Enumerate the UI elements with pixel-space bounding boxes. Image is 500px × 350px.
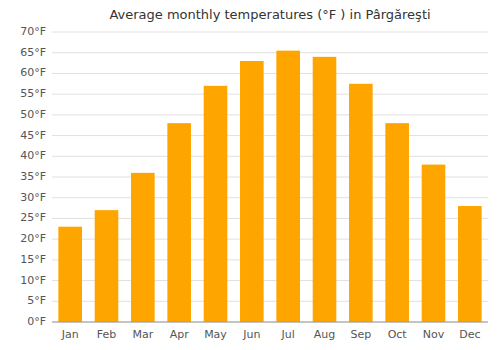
x-tick-label: Nov	[423, 328, 445, 341]
bar	[167, 123, 191, 322]
x-tick-label: Aug	[314, 328, 335, 341]
y-tick-label: 0°F	[27, 315, 46, 328]
bar	[349, 84, 373, 322]
grid	[52, 32, 488, 322]
y-tick-label: 10°F	[20, 274, 46, 287]
x-tick-label: Apr	[170, 328, 190, 341]
y-tick-label: 15°F	[20, 253, 46, 266]
y-tick-label: 30°F	[20, 191, 46, 204]
y-tick-label: 35°F	[20, 170, 46, 183]
y-tick-label: 65°F	[20, 46, 46, 59]
grid-line	[52, 52, 488, 53]
y-tick-label: 55°F	[20, 87, 46, 100]
bars	[58, 51, 481, 322]
y-tick-label: 60°F	[20, 66, 46, 79]
y-tick-label: 5°F	[27, 294, 46, 307]
bar	[458, 206, 482, 322]
bar	[204, 86, 228, 322]
grid-line	[52, 32, 488, 33]
x-axis: Jan Feb Mar Apr May Jun Jul Aug Sep Oct Nov Dec	[52, 322, 488, 341]
bar	[95, 210, 119, 322]
x-tick-label: Oct	[388, 328, 408, 341]
bar	[58, 227, 82, 322]
x-tick-label: Mar	[132, 328, 153, 341]
bar	[422, 165, 446, 322]
grid-line	[52, 73, 488, 74]
chart: 0°F 5°F 10°F 15°F 20°F 25°F 30°F 35°F 40°F 45°F 50…	[0, 0, 500, 350]
bar	[313, 57, 337, 322]
title: Average monthly temperatures (°F ) in Pâ…	[109, 7, 430, 22]
grid-line	[52, 156, 488, 157]
x-tick-label: Feb	[97, 328, 116, 341]
y-tick-label: 50°F	[20, 108, 46, 121]
x-tick-label: Jan	[61, 328, 79, 341]
x-tick-label: Sep	[350, 328, 371, 341]
x-tick-label: Dec	[459, 328, 480, 341]
grid-line	[52, 135, 488, 136]
x-tick-label: Jun	[242, 328, 260, 341]
y-axis: 0°F 5°F 10°F 15°F 20°F 25°F 30°F 35°F 40°F 45°F 50…	[20, 25, 46, 328]
y-tick-label: 25°F	[20, 211, 46, 224]
bar	[131, 173, 155, 322]
y-tick-label: 70°F	[20, 25, 46, 38]
bar	[240, 61, 264, 322]
x-tick-label: Jul	[281, 328, 295, 341]
x-tick-label: May	[204, 328, 227, 341]
y-tick-label: 45°F	[20, 129, 46, 142]
y-tick-label: 40°F	[20, 149, 46, 162]
bar	[276, 51, 300, 322]
grid-line	[52, 114, 488, 115]
grid-line	[52, 322, 488, 323]
bar	[385, 123, 409, 322]
grid-line	[52, 94, 488, 95]
x-axis-line	[52, 322, 488, 323]
y-tick-label: 20°F	[20, 232, 46, 245]
